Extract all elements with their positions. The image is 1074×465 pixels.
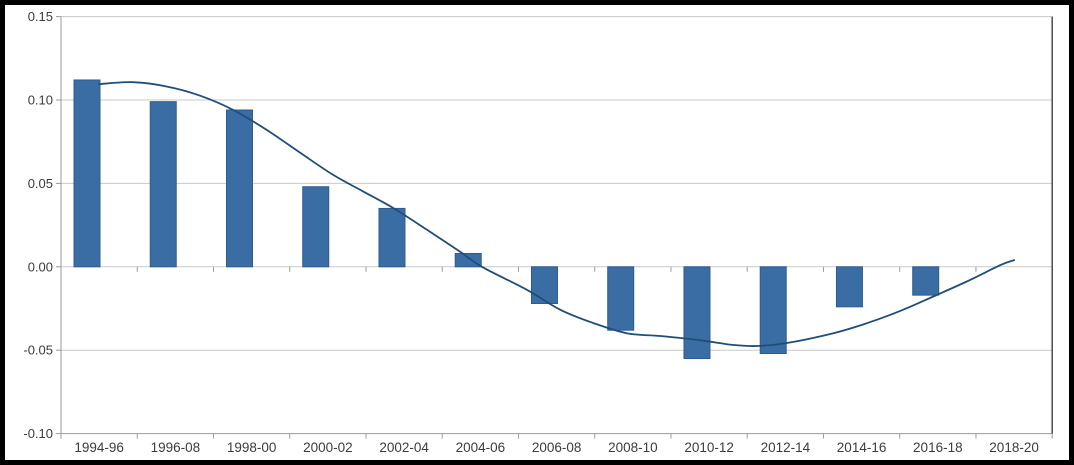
x-tick-label: 2008-10 [608, 440, 658, 455]
bar [759, 266, 787, 355]
bar [73, 79, 101, 268]
bar [302, 186, 330, 268]
y-tick-label: -0.05 [23, 343, 53, 358]
bar [683, 266, 711, 360]
y-tick-label: 0.00 [28, 259, 53, 274]
y-tick-label: 0.15 [28, 9, 53, 24]
trend-bar-chart: 0.15 0.10 0.05 0.00 -0.05 -0.10 1994-96 1996-08… [23, 9, 1053, 455]
bar [225, 109, 253, 268]
y-tick-label: 0.10 [28, 93, 53, 108]
x-tick-label: 1998-00 [227, 440, 277, 455]
x-tick-label: 1996-08 [151, 440, 201, 455]
bar [149, 101, 177, 268]
x-tick-label: 2004-06 [456, 440, 506, 455]
x-tick-label: 2006-08 [532, 440, 582, 455]
x-tick-label: 2010-12 [684, 440, 734, 455]
bar [378, 207, 406, 268]
y-tick-label: -0.10 [23, 426, 53, 441]
x-tick-label: 2014-16 [837, 440, 887, 455]
bar [835, 266, 863, 308]
x-tick-label: 2018-20 [989, 440, 1039, 455]
bar [530, 266, 558, 304]
x-tick-label: 2002-04 [379, 440, 429, 455]
x-tick-label: 2012-14 [761, 440, 811, 455]
x-tick-label: 1994-96 [74, 440, 124, 455]
bar [912, 266, 940, 296]
x-tick-label: 2016-18 [913, 440, 963, 455]
x-tick-label: 2000-02 [303, 440, 353, 455]
bar [607, 266, 635, 331]
trendline [98, 81, 1015, 347]
bar [454, 252, 482, 268]
y-tick-label: 0.05 [28, 176, 53, 191]
